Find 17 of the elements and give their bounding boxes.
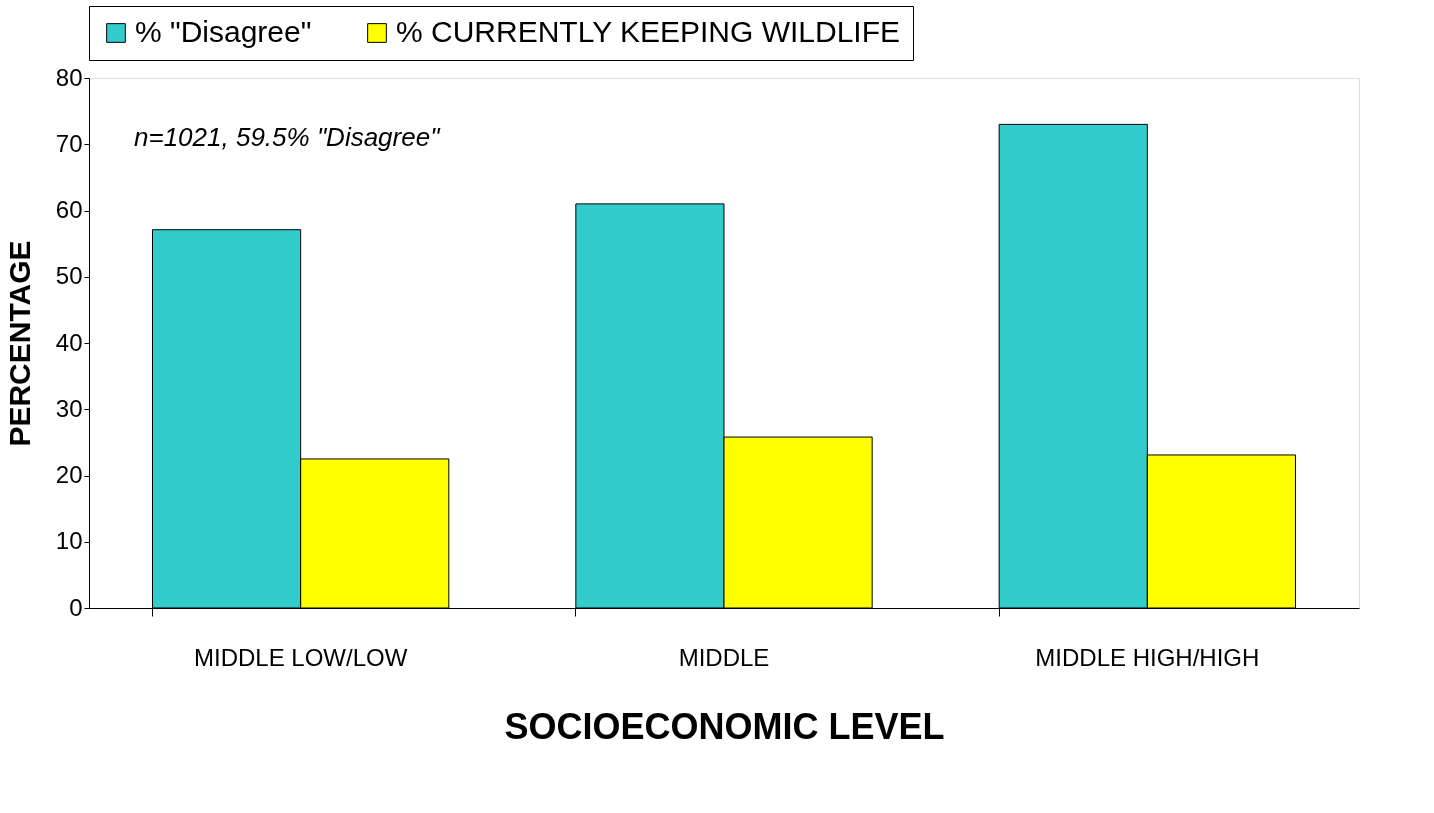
- y-tick-label: 40: [55, 328, 83, 356]
- y-tick-label: 0: [69, 593, 83, 621]
- y-axis-title: PERCENTAGE: [2, 240, 36, 447]
- y-tick-label: 50: [55, 262, 83, 290]
- y-tick-label: 30: [55, 394, 83, 422]
- y-tick-label: 80: [55, 63, 83, 91]
- x-tick-label: MIDDLE LOW/LOW: [193, 643, 408, 671]
- annotation: n=1021, 59.5% "Disagree": [134, 122, 442, 152]
- legend-label: % CURRENTLY KEEPING WILDLIFE: [396, 15, 900, 48]
- y-tick-label: 60: [55, 196, 83, 223]
- x-tick-label: MIDDLE HIGH/HIGH: [1035, 643, 1260, 671]
- y-tick-label: 10: [55, 527, 83, 555]
- y-tick-label: 70: [55, 129, 83, 157]
- x-tick-label: MIDDLE: [678, 643, 770, 671]
- x-axis-title: SOCIOECONOMIC LEVEL: [504, 705, 945, 747]
- y-tick-label: 20: [55, 461, 83, 488]
- legend-label: % "Disagree": [135, 15, 312, 48]
